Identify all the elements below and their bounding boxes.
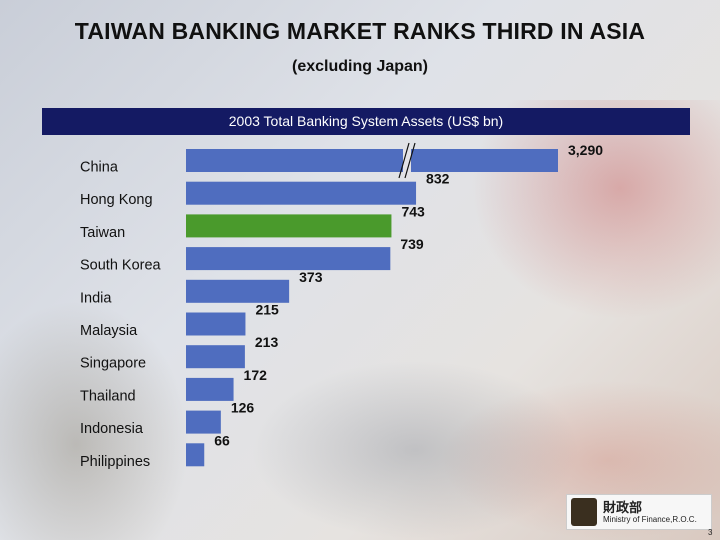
bar-south-korea <box>186 247 391 271</box>
value-label: 172 <box>244 367 268 383</box>
bar-indonesia <box>186 410 221 434</box>
logo-chinese-text: 財政部 <box>603 500 643 515</box>
axis-break-mark <box>404 142 416 179</box>
bar-hong-kong <box>186 181 417 205</box>
category-label: Thailand <box>80 388 136 404</box>
value-label: 215 <box>255 302 279 318</box>
bar-malaysia <box>186 312 246 336</box>
page-number: 3 <box>708 528 713 537</box>
value-label: 213 <box>255 334 279 350</box>
value-label: 373 <box>299 269 323 285</box>
bar-thailand <box>186 377 234 401</box>
axis-break-mark <box>398 142 410 179</box>
ministry-logo: 財政部 Ministry of Finance,R.O.C. <box>566 494 712 530</box>
category-label: South Korea <box>80 258 162 274</box>
bar-philippines <box>186 443 205 467</box>
bar-china <box>186 149 558 172</box>
category-label: Malaysia <box>80 323 138 339</box>
slide-subtitle: (excluding Japan) <box>291 58 429 75</box>
bar-taiwan <box>186 214 392 238</box>
value-label: 743 <box>401 203 425 219</box>
category-label: Indonesia <box>80 421 144 437</box>
category-label: China <box>80 160 119 176</box>
value-label: 832 <box>426 171 450 187</box>
value-label: 66 <box>214 432 230 448</box>
category-label: Hong Kong <box>80 192 153 208</box>
category-label: Taiwan <box>80 225 125 241</box>
category-label: India <box>80 290 112 306</box>
chart-title: 2003 Total Banking System Assets (US$ bn… <box>42 108 690 135</box>
category-label: Singapore <box>80 356 146 372</box>
value-label: 739 <box>400 236 424 252</box>
bar-singapore <box>186 345 245 369</box>
axis-break-gap <box>403 143 411 178</box>
value-label: 3,290 <box>568 142 603 158</box>
category-label: Philippines <box>80 454 150 470</box>
logo-english-text: Ministry of Finance,R.O.C. <box>603 515 697 524</box>
value-label: 126 <box>231 400 255 416</box>
slide-title: TAIWAN BANKING MARKET RANKS THIRD IN ASI… <box>74 18 646 44</box>
ministry-emblem-icon <box>571 498 597 526</box>
bar-india <box>186 279 290 303</box>
